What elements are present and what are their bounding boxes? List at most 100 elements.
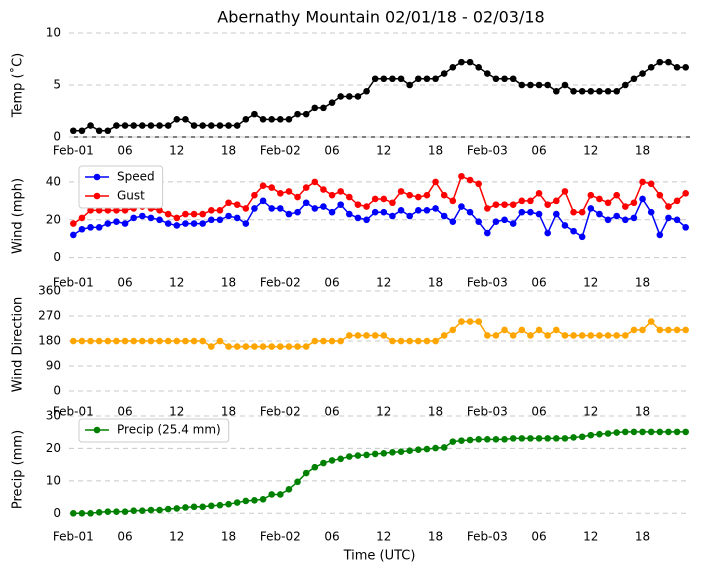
data-point bbox=[277, 205, 284, 212]
data-point bbox=[561, 222, 569, 229]
data-point bbox=[518, 197, 526, 205]
data-point bbox=[242, 497, 250, 505]
data-point bbox=[449, 218, 457, 225]
x-tick-label: 12 bbox=[583, 276, 598, 290]
data-point bbox=[337, 93, 344, 100]
y-tick-label: 360 bbox=[38, 284, 61, 298]
data-point bbox=[328, 208, 336, 216]
data-point bbox=[639, 428, 646, 436]
data-point bbox=[320, 459, 327, 467]
data-point bbox=[596, 195, 603, 203]
x-tick-label: 06 bbox=[531, 405, 546, 419]
data-point bbox=[233, 499, 241, 506]
data-point bbox=[622, 428, 629, 436]
data-point bbox=[216, 122, 224, 129]
x-tick-label: 18 bbox=[635, 405, 650, 419]
data-point bbox=[518, 326, 526, 334]
data-point bbox=[190, 220, 198, 227]
x-tick-label: 06 bbox=[117, 405, 132, 419]
data-point bbox=[440, 332, 448, 339]
data-point bbox=[104, 127, 112, 135]
data-point bbox=[613, 212, 620, 220]
y-tick-label: 10 bbox=[46, 473, 61, 487]
series-line bbox=[73, 320, 686, 348]
data-point bbox=[432, 444, 439, 452]
data-point bbox=[259, 182, 267, 190]
data-point bbox=[354, 332, 362, 339]
data-point bbox=[173, 214, 181, 222]
data-point bbox=[225, 212, 232, 220]
data-point bbox=[492, 436, 500, 443]
legend-marker bbox=[93, 192, 101, 200]
data-point bbox=[406, 447, 413, 454]
y-tick-label: 0 bbox=[53, 250, 61, 264]
data-point bbox=[294, 193, 301, 201]
data-point bbox=[190, 503, 198, 511]
data-point bbox=[354, 452, 362, 459]
data-point bbox=[673, 197, 681, 205]
data-point bbox=[423, 207, 431, 214]
data-point bbox=[95, 337, 103, 345]
x-tick-label: 12 bbox=[376, 276, 391, 290]
data-point bbox=[544, 332, 551, 339]
data-point bbox=[285, 485, 293, 493]
data-point bbox=[484, 229, 491, 237]
data-point bbox=[622, 332, 629, 339]
x-tick-label: 18 bbox=[428, 276, 443, 290]
data-point bbox=[251, 191, 258, 199]
data-point bbox=[492, 201, 500, 208]
data-point bbox=[397, 337, 405, 345]
data-point bbox=[78, 127, 86, 135]
x-tick-label: 12 bbox=[169, 276, 184, 290]
y-tick-label: 5 bbox=[53, 78, 61, 92]
data-point bbox=[346, 453, 353, 460]
y-tick-label: 0 bbox=[53, 130, 61, 144]
data-point bbox=[380, 208, 388, 216]
x-tick-label: Feb-01 bbox=[53, 144, 94, 158]
data-point bbox=[432, 205, 439, 212]
data-point bbox=[475, 218, 482, 225]
data-point bbox=[251, 343, 258, 350]
data-point bbox=[78, 225, 86, 233]
data-point bbox=[475, 318, 482, 325]
data-point bbox=[104, 508, 112, 515]
data-point bbox=[190, 210, 198, 218]
data-point bbox=[208, 502, 215, 510]
x-tick-label: 06 bbox=[531, 530, 546, 544]
data-point bbox=[578, 208, 586, 216]
data-point bbox=[337, 455, 344, 463]
data-point bbox=[78, 337, 86, 345]
x-tick-label: 18 bbox=[428, 530, 443, 544]
data-point bbox=[199, 503, 206, 511]
data-point bbox=[415, 75, 422, 83]
data-point bbox=[268, 205, 275, 212]
data-point bbox=[354, 214, 362, 222]
x-tick-label: 06 bbox=[324, 405, 339, 419]
legend: Speed Gust bbox=[78, 165, 164, 209]
data-point bbox=[389, 449, 396, 456]
data-point bbox=[492, 75, 500, 83]
data-point bbox=[397, 75, 405, 83]
data-point bbox=[484, 70, 491, 77]
data-point bbox=[639, 195, 646, 203]
data-point bbox=[130, 122, 137, 129]
data-point bbox=[268, 343, 275, 350]
data-point bbox=[164, 220, 172, 227]
data-point bbox=[484, 332, 491, 339]
data-point bbox=[70, 127, 77, 135]
data-point bbox=[630, 428, 638, 436]
data-point bbox=[363, 87, 370, 95]
data-point bbox=[182, 504, 189, 511]
data-point bbox=[509, 435, 517, 442]
x-tick-label: 12 bbox=[583, 144, 598, 158]
y-tick-label: 180 bbox=[38, 334, 61, 348]
data-point bbox=[613, 332, 620, 339]
data-point bbox=[104, 337, 112, 345]
data-point bbox=[277, 116, 284, 123]
x-tick-label: 18 bbox=[221, 144, 236, 158]
data-point bbox=[190, 122, 198, 129]
data-point bbox=[527, 197, 534, 205]
data-point bbox=[561, 332, 569, 339]
data-point bbox=[302, 110, 310, 118]
